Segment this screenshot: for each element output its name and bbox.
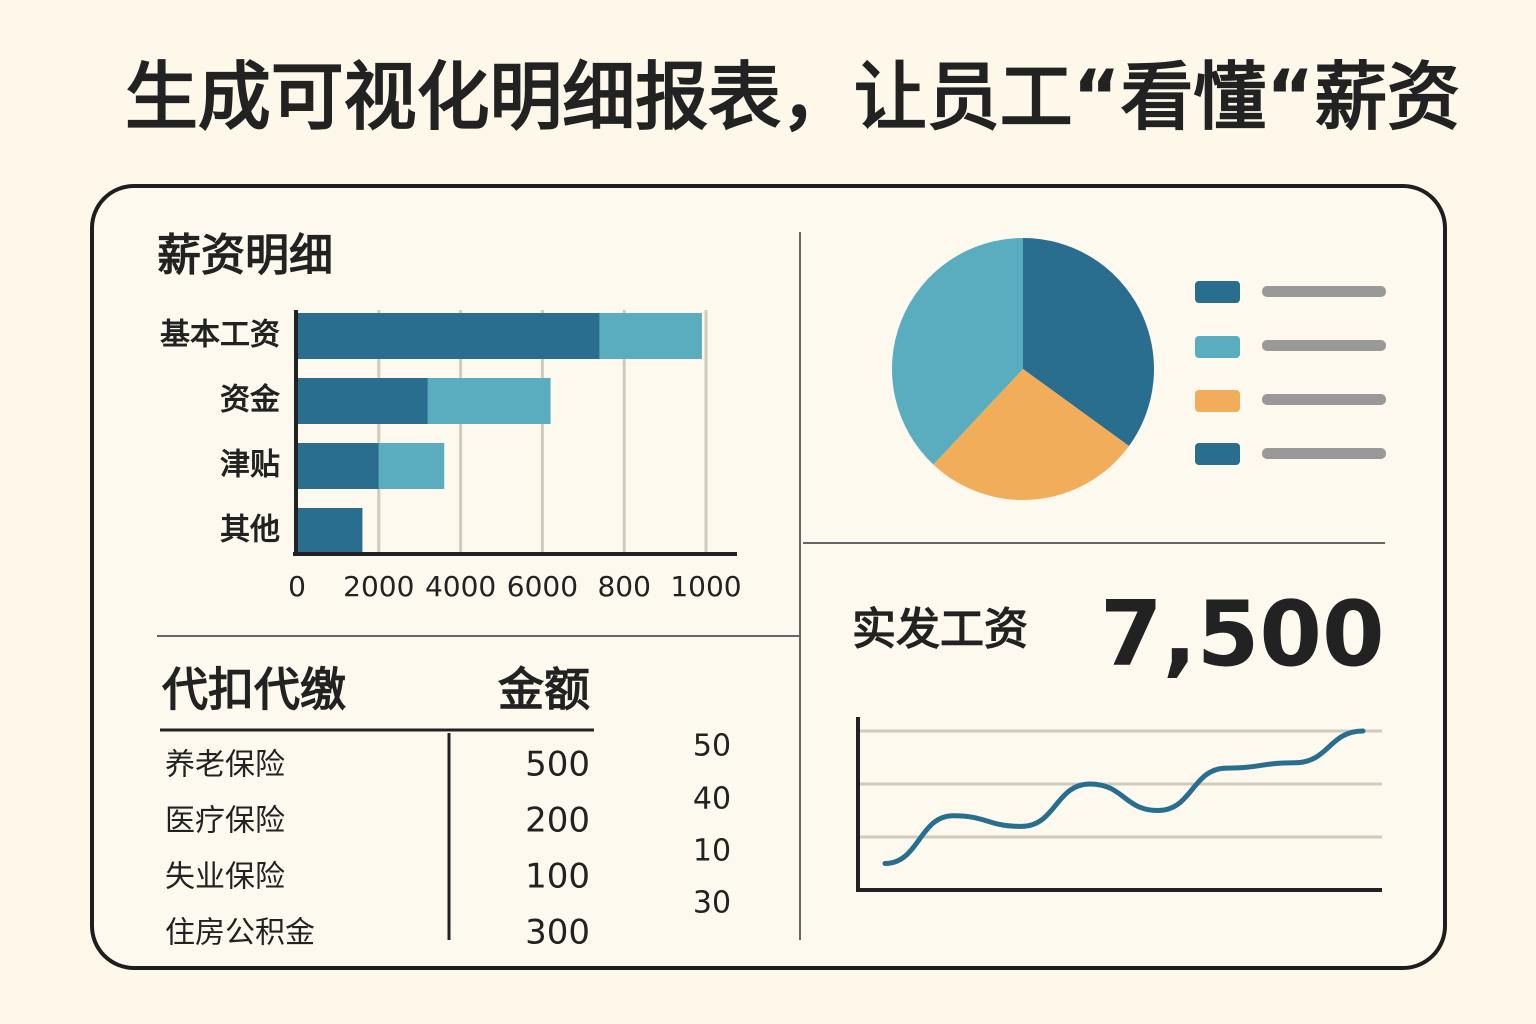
x-tick-label: 6000 [507, 570, 578, 603]
x-tick-label: 4000 [425, 570, 496, 603]
x-tick-label: 800 [597, 570, 650, 603]
bar-segment [599, 313, 702, 359]
bar-title: 薪资明细 [157, 230, 333, 281]
x-tick-label: 1000 [670, 570, 741, 603]
row-amount: 500 [525, 745, 590, 785]
table-title: 代扣代缴 [161, 663, 346, 717]
legend-placeholder [1262, 448, 1386, 459]
bar-segment [427, 378, 551, 424]
legend-swatch [1195, 336, 1240, 358]
side-number: 10 [693, 834, 731, 869]
y-tick-label: 津贴 [220, 448, 280, 483]
x-tick-label: 0 [288, 570, 306, 603]
table-header: 金额 [497, 663, 590, 717]
page-title: 生成可视化明细报表，让员工“看懂“薪资 [125, 55, 1460, 141]
y-tick-label: 资金 [220, 383, 281, 418]
side-number: 30 [693, 886, 731, 921]
net-pay-label: 实发工资 [852, 604, 1028, 655]
side-number: 50 [693, 729, 731, 764]
x-tick-label: 2000 [343, 570, 414, 603]
bar-segment [297, 313, 600, 359]
row-amount: 200 [525, 801, 590, 841]
legend-swatch [1195, 390, 1240, 412]
y-tick-label: 其他 [220, 513, 280, 548]
pie-slice [891, 238, 1023, 465]
legend-placeholder [1262, 340, 1386, 351]
side-number: 40 [693, 782, 731, 817]
line-series [882, 728, 1366, 866]
legend-swatch [1195, 281, 1240, 303]
row-label: 失业保险 [165, 860, 285, 895]
row-label: 住房公积金 [165, 916, 315, 951]
bar-segment [297, 378, 428, 424]
legend-placeholder [1262, 394, 1386, 405]
bar-segment [297, 443, 379, 489]
pie-slice [933, 369, 1129, 501]
bar-segment [378, 443, 445, 489]
y-tick-label: 基本工资 [160, 318, 280, 353]
row-label: 养老保险 [165, 748, 285, 783]
net-pay-value: 7,500 [1100, 582, 1385, 687]
pie-slice [1023, 238, 1154, 446]
row-label: 医疗保险 [165, 804, 285, 839]
legend-placeholder [1262, 286, 1386, 297]
row-amount: 100 [525, 857, 590, 897]
legend-swatch [1195, 443, 1240, 465]
row-amount: 300 [525, 913, 590, 953]
pie-legend [1195, 281, 1386, 465]
bar-segment [297, 508, 363, 554]
